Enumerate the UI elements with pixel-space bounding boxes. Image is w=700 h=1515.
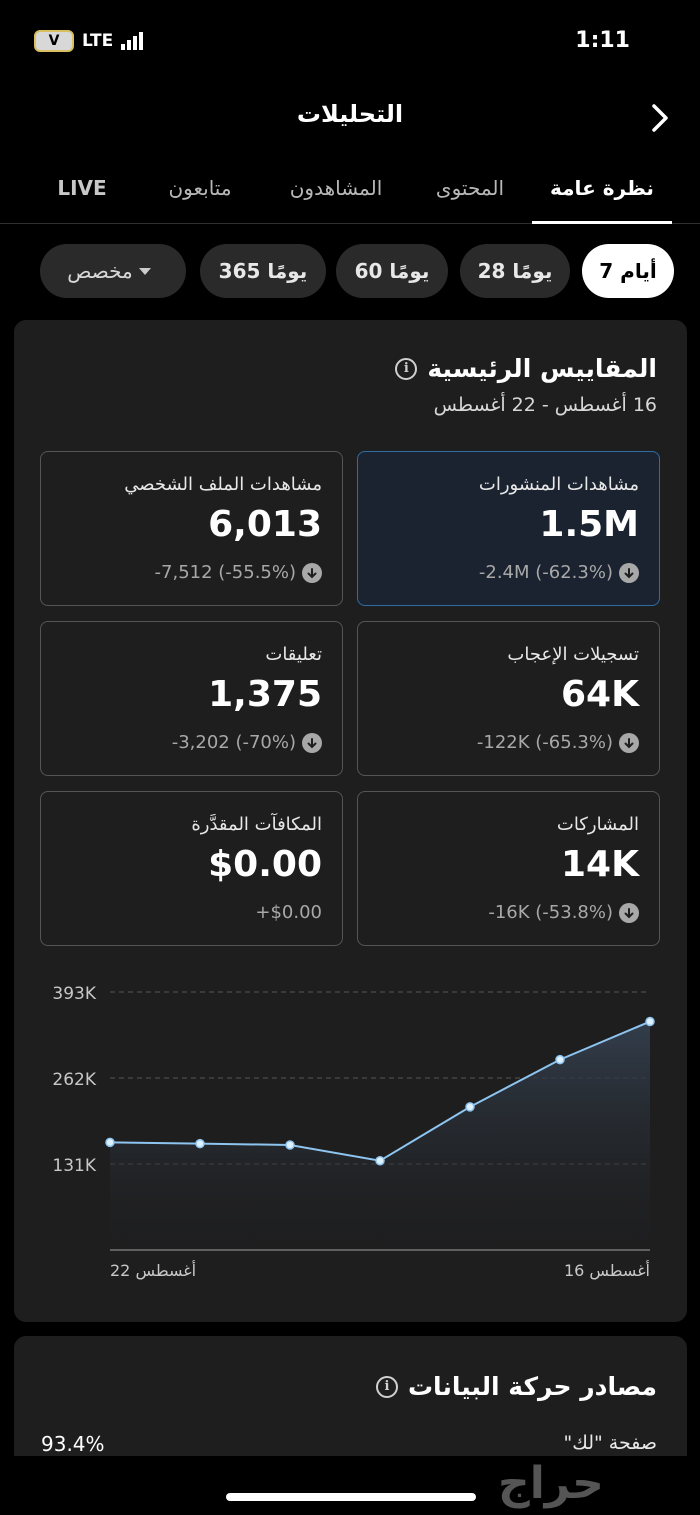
metric-change: -3,202 (-70%) bbox=[172, 732, 322, 753]
y-tick-label: 393K bbox=[52, 984, 96, 1004]
metric-comments[interactable]: تعليقات 1,375 -3,202 (-70%) bbox=[40, 621, 343, 776]
info-icon[interactable]: i bbox=[395, 357, 418, 380]
data-point bbox=[105, 1137, 115, 1148]
metric-value: 6,013 bbox=[208, 504, 322, 545]
page-title: التحليلات bbox=[296, 100, 404, 128]
metric-value: $0.00 bbox=[208, 844, 322, 885]
caret-down-icon bbox=[138, 267, 151, 275]
metric-label: تسجيلات الإعجاب bbox=[507, 644, 639, 665]
metric-estimated-rewards[interactable]: المكافآت المقدَّرة $0.00 +$0.00 bbox=[40, 791, 343, 946]
tab-live[interactable]: LIVE bbox=[57, 176, 107, 200]
arrow-down-icon bbox=[302, 732, 322, 753]
key-metrics-title-text: المقاييس الرئيسية bbox=[427, 354, 657, 383]
data-point bbox=[645, 1016, 655, 1027]
metric-label: المشاركات bbox=[556, 814, 639, 835]
traffic-sources-title: مصادر حركة البيانات i bbox=[375, 1372, 657, 1401]
metric-change: -122K (-65.3%) bbox=[477, 732, 639, 753]
tab-bar: نظرة عامة المحتوى المشاهدون متابعون LIVE bbox=[0, 160, 700, 224]
key-metrics-title: المقاييس الرئيسية i bbox=[395, 354, 657, 383]
back-chevron-icon[interactable] bbox=[648, 102, 672, 134]
data-point bbox=[195, 1138, 205, 1149]
metric-change: -7,512 (-55.5%) bbox=[155, 562, 322, 583]
metric-change-text: -16K (-53.8%) bbox=[488, 902, 613, 923]
period-selector: 7 أيام 28 يومًا 60 يومًا 365 يومًا مخصص bbox=[0, 244, 700, 300]
metric-change-text: -3,202 (-70%) bbox=[171, 732, 296, 753]
tab-content[interactable]: المحتوى bbox=[435, 176, 505, 200]
key-metrics-card: المقاييس الرئيسية i 16 أغسطس - 22 أغسطس … bbox=[14, 320, 687, 1322]
metric-post-views[interactable]: مشاهدات المنشورات 1.5M -2.4M (-62.3%) bbox=[357, 451, 660, 606]
tab-followers[interactable]: متابعون bbox=[168, 176, 232, 200]
metric-label: مشاهدات المنشورات bbox=[478, 474, 639, 495]
traffic-sources-title-text: مصادر حركة البيانات bbox=[407, 1372, 657, 1401]
period-365-days-pill[interactable]: 365 يومًا bbox=[200, 244, 326, 298]
metric-change: -2.4M (-62.3%) bbox=[479, 562, 639, 583]
network-type: LTE bbox=[82, 31, 114, 51]
metric-value: 14K bbox=[561, 844, 639, 885]
metric-likes[interactable]: تسجيلات الإعجاب 64K -122K (-65.3%) bbox=[357, 621, 660, 776]
traffic-source-label: صفحة "لك" bbox=[563, 1432, 657, 1454]
home-indicator[interactable] bbox=[226, 1493, 476, 1501]
metric-value: 1.5M bbox=[539, 504, 639, 545]
active-tab-indicator bbox=[532, 221, 672, 224]
period-7-days-pill[interactable]: 7 أيام bbox=[582, 244, 674, 298]
metric-shares[interactable]: المشاركات 14K -16K (-53.8%) bbox=[357, 791, 660, 946]
data-point bbox=[375, 1155, 385, 1166]
carrier-info: V LTE bbox=[34, 30, 144, 52]
metric-change-text: -2.4M (-62.3%) bbox=[478, 562, 613, 583]
arrow-down-icon bbox=[619, 902, 639, 923]
arrow-down-icon bbox=[619, 732, 639, 753]
tab-overview[interactable]: نظرة عامة bbox=[550, 176, 654, 200]
y-tick-label: 131K bbox=[52, 1156, 96, 1176]
data-point bbox=[285, 1140, 295, 1150]
metric-label: تعليقات bbox=[265, 644, 322, 665]
metric-label: مشاهدات الملف الشخصي bbox=[124, 474, 322, 495]
date-range: 16 أغسطس - 22 أغسطس bbox=[433, 394, 657, 416]
period-28-days-pill[interactable]: 28 يومًا bbox=[460, 244, 570, 298]
period-60-days-pill[interactable]: 60 يومًا bbox=[336, 244, 448, 298]
metric-label: المكافآت المقدَّرة bbox=[191, 814, 322, 835]
series-area bbox=[110, 1021, 650, 1250]
bottom-safe-area bbox=[0, 1456, 700, 1515]
status-bar: V LTE 1:11 bbox=[0, 0, 700, 86]
metric-change-text: -7,512 (-55.5%) bbox=[154, 562, 296, 583]
x-tick-label: 16 أغسطس bbox=[564, 1260, 650, 1281]
x-tick-label: 22 أغسطس bbox=[110, 1260, 196, 1281]
watermark-logo: حراج bbox=[498, 1458, 606, 1509]
post-views-chart: 393K 262K 131K 16 أغسطس 22 أغسطس bbox=[52, 984, 655, 1281]
header: التحليلات bbox=[0, 96, 700, 140]
metric-value: 1,375 bbox=[208, 674, 322, 715]
y-tick-label: 262K bbox=[52, 1070, 96, 1090]
tab-viewers[interactable]: المشاهدون bbox=[289, 176, 383, 200]
carrier-badge: V bbox=[34, 30, 74, 52]
period-custom-dropdown[interactable]: مخصص bbox=[40, 244, 186, 298]
metric-change: +$0.00 bbox=[255, 902, 322, 923]
metric-value: 64K bbox=[561, 674, 639, 715]
clock: 1:11 bbox=[575, 28, 630, 53]
metric-profile-views[interactable]: مشاهدات الملف الشخصي 6,013 -7,512 (-55.5… bbox=[40, 451, 343, 606]
data-point bbox=[465, 1102, 475, 1112]
traffic-source-percent: 93.4% bbox=[41, 1432, 105, 1456]
arrow-down-icon bbox=[619, 562, 639, 583]
info-icon[interactable]: i bbox=[375, 1375, 398, 1398]
arrow-down-icon bbox=[302, 562, 322, 583]
signal-icon bbox=[121, 32, 144, 50]
period-custom-label: مخصص bbox=[67, 259, 133, 283]
data-point bbox=[555, 1054, 565, 1065]
metric-change: -16K (-53.8%) bbox=[488, 902, 639, 923]
metric-change-text: -122K (-65.3%) bbox=[476, 732, 613, 753]
traffic-row[interactable]: صفحة "لك" 93.4% bbox=[14, 1432, 687, 1462]
metric-change-text: +$0.00 bbox=[255, 902, 322, 923]
